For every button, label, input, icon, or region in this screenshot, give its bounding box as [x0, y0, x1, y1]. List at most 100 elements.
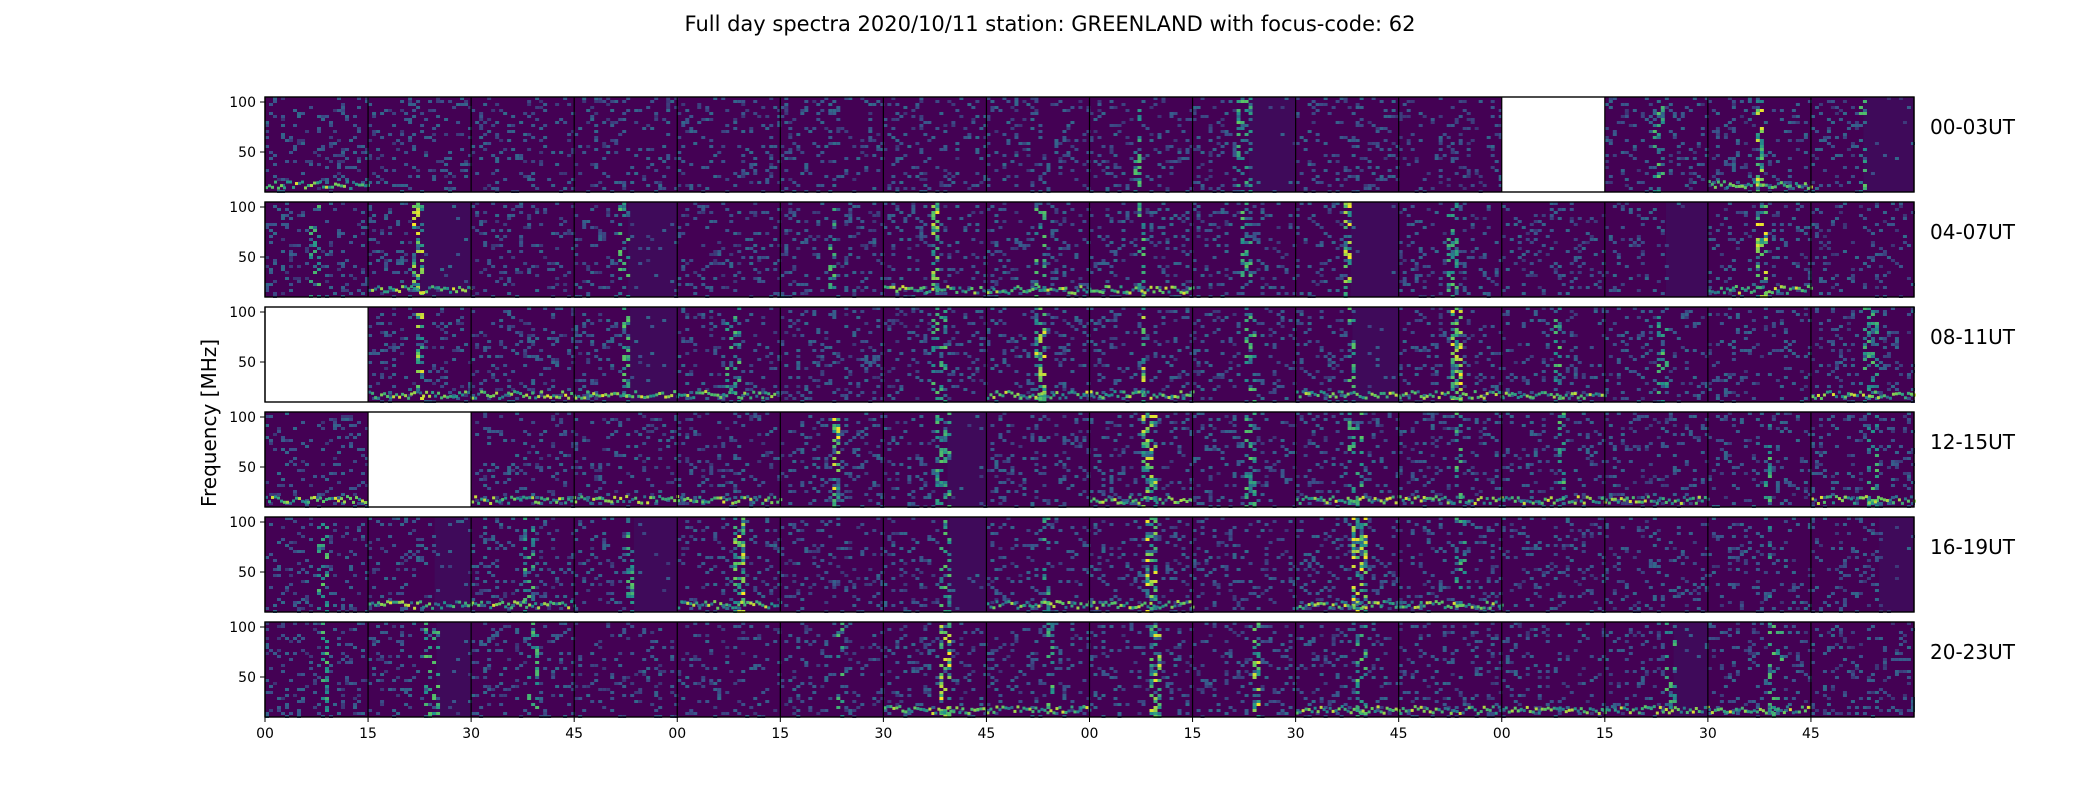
- spectral-pixel: [471, 286, 476, 289]
- low-frequency-band: [1722, 291, 1726, 295]
- spectral-pixel: [1105, 214, 1110, 217]
- spectral-pixel: [1882, 211, 1887, 214]
- spectral-pixel: [1363, 157, 1368, 160]
- spectral-pixel: [475, 172, 480, 175]
- spectral-pixel: [1410, 268, 1415, 271]
- spectral-pixel: [796, 319, 801, 322]
- spectral-pixel: [1256, 238, 1261, 241]
- spectral-pixel: [527, 175, 532, 178]
- spectral-pixel: [1157, 241, 1162, 244]
- spectral-pixel: [1133, 166, 1138, 169]
- spectral-pixel: [1161, 166, 1166, 169]
- spectral-pixel: [1117, 211, 1122, 214]
- spectral-pixel: [994, 244, 999, 247]
- spectral-pixel: [622, 358, 627, 361]
- spectral-pixel: [1688, 109, 1693, 112]
- spectral-pixel: [1494, 241, 1499, 244]
- spectral-pixel: [285, 277, 289, 280]
- spectral-pixel: [1141, 157, 1146, 160]
- spectral-pixel: [666, 121, 671, 124]
- spectral-pixel: [844, 214, 849, 217]
- spectral-pixel: [1422, 280, 1427, 283]
- spectral-pixel: [650, 100, 655, 103]
- spectral-pixel: [701, 283, 706, 286]
- spectral-pixel: [959, 97, 964, 100]
- spectral-pixel: [788, 319, 793, 322]
- spectral-pixel: [1660, 109, 1665, 112]
- spectral-pixel: [614, 262, 619, 265]
- spectral-pixel: [903, 133, 908, 136]
- spectral-pixel: [721, 97, 726, 100]
- spectral-pixel: [796, 349, 801, 352]
- low-frequency-band: [413, 391, 417, 395]
- spectral-pixel: [1319, 103, 1324, 106]
- spectral-pixel: [935, 220, 940, 223]
- spectral-pixel: [1276, 250, 1281, 253]
- spectral-pixel: [796, 220, 801, 223]
- spectral-pixel: [820, 160, 825, 163]
- spectral-pixel: [277, 178, 281, 181]
- spectral-pixel: [1450, 253, 1455, 256]
- spectral-pixel: [1002, 265, 1007, 268]
- spectral-pixel: [784, 109, 789, 112]
- spectral-pixel: [1906, 244, 1911, 247]
- spectral-pixel: [1343, 169, 1348, 172]
- spectral-pixel: [1446, 136, 1451, 139]
- spectral-pixel: [1074, 148, 1079, 151]
- spectral-pixel: [1371, 97, 1376, 100]
- spectral-pixel: [1391, 109, 1396, 112]
- spectral-pixel: [1078, 214, 1083, 217]
- spectral-pixel: [1902, 121, 1907, 124]
- spectral-pixel: [345, 178, 349, 181]
- spectral-pixel: [1807, 277, 1812, 280]
- spectral-pixel: [749, 262, 754, 265]
- spectral-pixel: [1086, 151, 1091, 154]
- spectral-pixel: [1648, 211, 1653, 214]
- spectral-pixel: [1339, 184, 1344, 187]
- spectral-pixel: [1656, 100, 1661, 103]
- low-frequency-band: [419, 291, 423, 295]
- spectral-pixel: [571, 205, 576, 208]
- spectral-pixel: [1002, 253, 1007, 256]
- spectral-pixel: [701, 244, 706, 247]
- spectral-pixel: [408, 136, 413, 139]
- spectral-pixel: [1398, 136, 1403, 139]
- spectral-pixel: [1470, 121, 1475, 124]
- spectral-pixel: [626, 382, 631, 385]
- spectral-pixel: [368, 325, 373, 328]
- spectral-pixel: [1862, 160, 1867, 163]
- spectral-pixel: [321, 115, 325, 118]
- spectral-pixel: [281, 238, 285, 241]
- spectral-pixel: [376, 382, 381, 385]
- spectral-pixel: [444, 337, 449, 340]
- spectral-pixel: [535, 118, 540, 121]
- spectral-pixel: [777, 355, 782, 358]
- spectral-pixel: [408, 268, 413, 271]
- spectral-pixel: [1220, 118, 1225, 121]
- spectral-pixel: [1121, 202, 1126, 205]
- spectral-pixel: [539, 373, 544, 376]
- spectral-pixel: [891, 136, 896, 139]
- spectral-pixel: [590, 334, 595, 337]
- spectral-pixel: [891, 247, 896, 250]
- spectral-pixel: [1410, 100, 1415, 103]
- spectral-pixel: [353, 277, 357, 280]
- spectral-pixel: [1743, 211, 1748, 214]
- spectral-pixel: [761, 247, 766, 250]
- spectral-pixel: [571, 130, 576, 133]
- spectral-pixel: [947, 274, 952, 277]
- spectral-pixel: [1303, 238, 1308, 241]
- spectral-pixel: [784, 121, 789, 124]
- spectral-pixel: [515, 154, 520, 157]
- spectral-pixel: [749, 130, 754, 133]
- spectral-pixel: [1379, 148, 1384, 151]
- spectral-pixel: [1054, 208, 1059, 211]
- spectral-pixel: [784, 232, 789, 235]
- spectral-pixel: [1252, 235, 1257, 238]
- spectral-pixel: [1145, 154, 1150, 157]
- spectral-pixel: [1731, 100, 1736, 103]
- spectral-pixel: [416, 277, 421, 280]
- low-frequency-band: [377, 285, 381, 289]
- spectral-pixel: [1398, 262, 1403, 265]
- spectral-pixel: [1133, 160, 1138, 163]
